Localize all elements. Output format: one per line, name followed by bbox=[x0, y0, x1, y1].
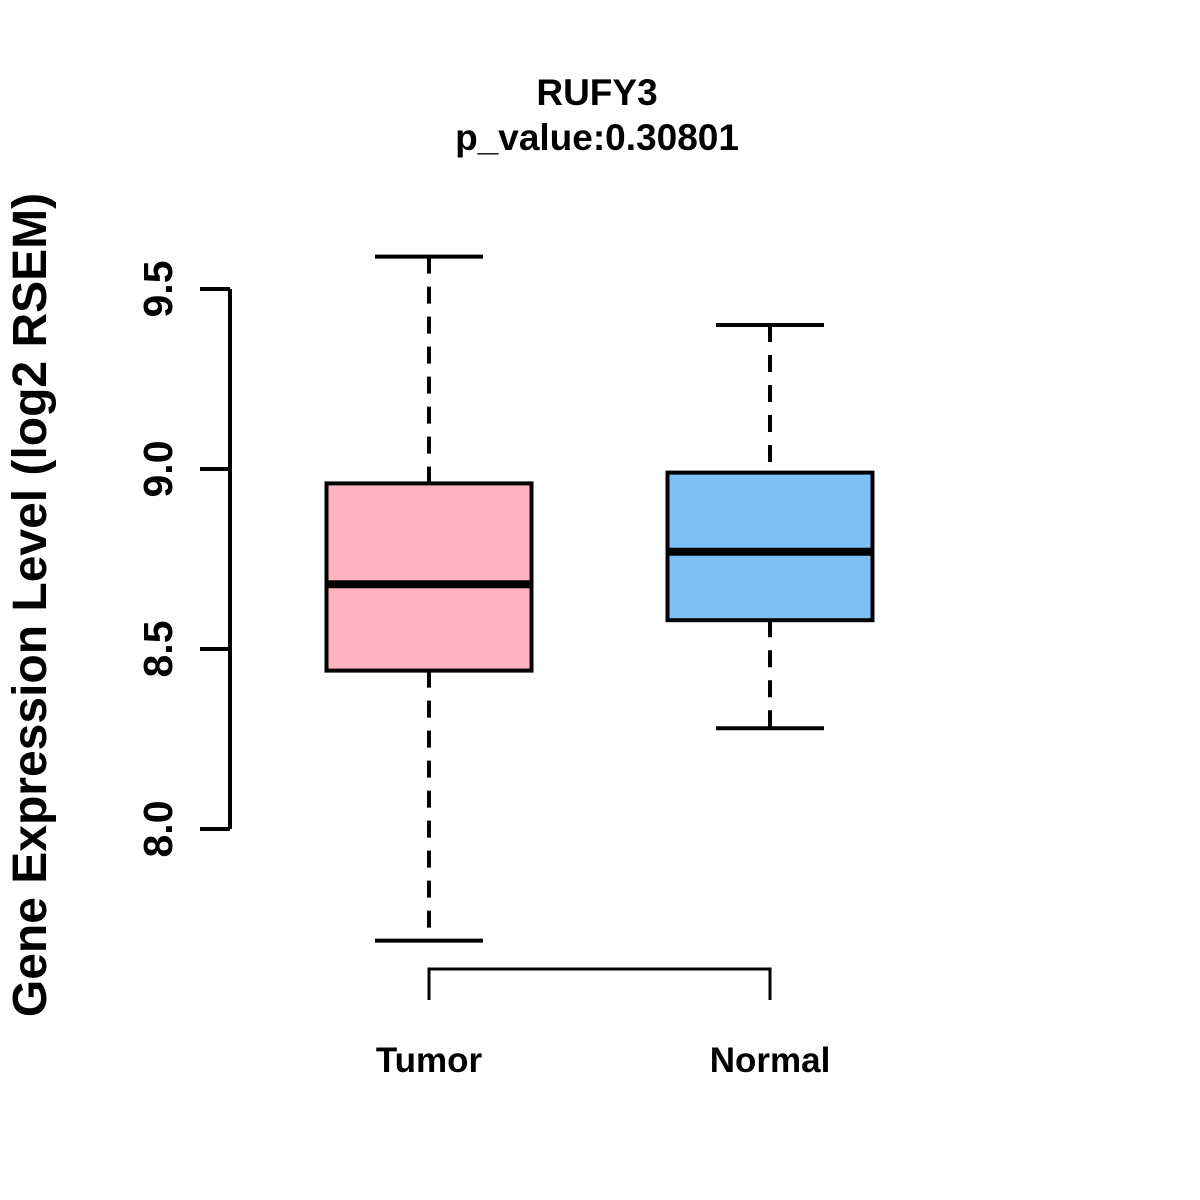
y-axis: 8.0 8.5 9.0 9.5 bbox=[135, 261, 232, 858]
y-axis-label: Gene Expression Level (log2 RSEM) bbox=[4, 193, 57, 1017]
y-tick-label: 9.0 bbox=[135, 441, 181, 498]
iqr-box-tumor bbox=[324, 481, 534, 673]
iqr-box-normal bbox=[665, 470, 875, 623]
y-tick-label: 9.5 bbox=[135, 261, 181, 318]
x-category-label-normal: Normal bbox=[710, 1041, 831, 1080]
x-axis-labels: Tumor Normal bbox=[376, 1041, 830, 1080]
box-group-tumor bbox=[324, 254, 534, 943]
y-tick-label: 8.0 bbox=[135, 801, 181, 858]
y-tick-label: 8.5 bbox=[135, 621, 181, 678]
chart-title: RUFY3 bbox=[536, 72, 657, 113]
comparison-bracket bbox=[427, 967, 772, 1000]
x-category-label-tumor: Tumor bbox=[376, 1041, 483, 1080]
chart-subtitle-pvalue: p_value:0.30801 bbox=[455, 117, 739, 158]
bracket-line bbox=[427, 967, 772, 1000]
plot-area bbox=[324, 254, 875, 943]
box-group-normal bbox=[665, 323, 875, 731]
